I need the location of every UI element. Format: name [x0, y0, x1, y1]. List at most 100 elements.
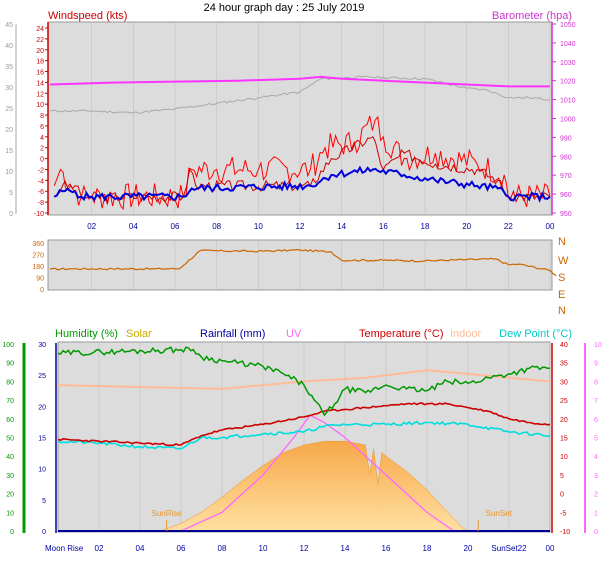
humidity-tick-label: 40 [6, 454, 14, 461]
windspeed-series-line [53, 136, 551, 204]
dir-tick-label: 270 [32, 253, 44, 260]
hour-tick-label: 04 [129, 222, 138, 231]
rain-tick-label: 20 [38, 404, 46, 411]
uv-tick-label: 3 [594, 473, 598, 480]
humidity-tick-label: 100 [2, 342, 14, 349]
dir-tick-label: 0 [40, 287, 44, 294]
temp-tick-label: 40 [560, 342, 568, 349]
hour-tick-label: 16 [379, 222, 388, 231]
humidity-tick-label: 20 [6, 492, 14, 499]
baro-tick-label: 970 [560, 173, 572, 180]
dewpoint-series-line [57, 420, 551, 450]
hour-tick-label: 02 [95, 544, 104, 553]
wind-tick-label: -2 [38, 167, 44, 174]
solar-series-area [58, 440, 550, 532]
barometer-series-line [49, 75, 550, 88]
compass-label: S [558, 272, 565, 284]
uv-tick-label: 5 [594, 436, 598, 443]
uv-tick-label: 6 [594, 417, 598, 424]
humidity-tick-label: 0 [10, 529, 14, 536]
temp-axis-label: Temperature (°C) [359, 328, 443, 340]
baro-tick-label: 990 [560, 135, 572, 142]
baro-tick-label: 1010 [560, 98, 576, 105]
rain-axis-label: Rainfall (mm) [200, 328, 265, 340]
uv-series-line [58, 414, 550, 532]
hour-tick-label: 22 [504, 222, 513, 231]
dir-tick-label: 360 [32, 241, 44, 248]
temperature-series-line [57, 402, 551, 447]
wind-tick-label: 6 [40, 124, 44, 131]
sunset-tick-label: SunSet22 [491, 544, 527, 553]
dew-axis-label: Dew Point (°C) [499, 328, 572, 340]
wind-tick-label: 22 [36, 37, 44, 44]
average-series-line [53, 165, 551, 203]
uv-tick-label: 1 [594, 510, 598, 517]
wind-tick-label: 16 [36, 70, 44, 77]
baro-tick-label: 1030 [560, 60, 576, 67]
wind-tick-label: 4 [40, 135, 44, 142]
baro-tick-label: 950 [560, 211, 572, 218]
baro-axis-label: Barometer (hpa) [492, 10, 572, 22]
wind-tick-label: -10 [34, 211, 44, 218]
hour-tick-label: 14 [337, 222, 346, 231]
wind-tick-label: -6 [38, 189, 44, 196]
baro-tick-label: 1020 [560, 79, 576, 86]
wind-tick-label: 20 [36, 48, 44, 55]
temp-tick-label: 15 [560, 436, 568, 443]
hour-tick-label: 02 [87, 222, 96, 231]
wind-tick-label: 18 [36, 59, 44, 66]
hour-tick-label: 04 [136, 544, 145, 553]
hour-tick-label: 20 [462, 222, 471, 231]
moonrise-label: Moon Rise [45, 544, 84, 553]
humidity-tick-label: 80 [6, 379, 14, 386]
direction-series-line [49, 248, 557, 277]
hour-tick-label: 06 [171, 222, 180, 231]
humidity-tick-label: 90 [6, 361, 14, 368]
uv-tick-label: 8 [594, 379, 598, 386]
rain-tick-label: 15 [38, 436, 46, 443]
wind-tick-label: -8 [38, 200, 44, 207]
uv-tick-label: 9 [594, 361, 598, 368]
outer-tick-label: 35 [5, 64, 13, 71]
hour-tick-label: 12 [296, 222, 305, 231]
outer-tick-label: 10 [5, 169, 13, 176]
compass-label: N [558, 236, 566, 248]
uv-tick-label: 0 [594, 529, 598, 536]
compass-label: N [558, 305, 566, 317]
outer-tick-label: 40 [5, 43, 13, 50]
graph-title: 24 hour graph day : 25 July 2019 [204, 2, 365, 14]
dir-tick-label: 90 [36, 276, 44, 283]
hour-tick-label: 18 [423, 544, 432, 553]
hour-tick-label: 08 [218, 544, 227, 553]
wind-tick-label: 14 [36, 80, 44, 87]
baro-tick-label: 1000 [560, 117, 576, 124]
rain-tick-label: 10 [38, 467, 46, 474]
humidity-tick-label: 70 [6, 398, 14, 405]
humidity-axis-label: Humidity (%) [55, 328, 118, 340]
temp-tick-label: 35 [560, 361, 568, 368]
rain-tick-label: 0 [42, 529, 46, 536]
wind-tick-label: 10 [36, 102, 44, 109]
baro-tick-label: 1050 [560, 22, 576, 29]
hour-tick-label: 00 [546, 222, 555, 231]
solar-axis-label: Solar [126, 328, 152, 340]
gust-series-line [53, 115, 551, 211]
rain-tick-label: 25 [38, 373, 46, 380]
outer-tick-label: 0 [9, 211, 13, 218]
outer-tick-label: 15 [5, 148, 13, 155]
temp-tick-label: -5 [560, 510, 566, 517]
outer-series-line [49, 75, 551, 114]
humidity-tick-label: 50 [6, 436, 14, 443]
wind-tick-label: 8 [40, 113, 44, 120]
temp-tick-label: -10 [560, 529, 570, 536]
temp-tick-label: 30 [560, 379, 568, 386]
temp-tick-label: 0 [560, 492, 564, 499]
outer-tick-label: 25 [5, 106, 13, 113]
temp-tick-label: 20 [560, 417, 568, 424]
uv-tick-label: 4 [594, 454, 598, 461]
wind-tick-label: 2 [40, 146, 44, 153]
temp-tick-label: 10 [560, 454, 568, 461]
uv-tick-label: 2 [594, 492, 598, 499]
uv-tick-label: 7 [594, 398, 598, 405]
baro-tick-label: 1040 [560, 41, 576, 48]
